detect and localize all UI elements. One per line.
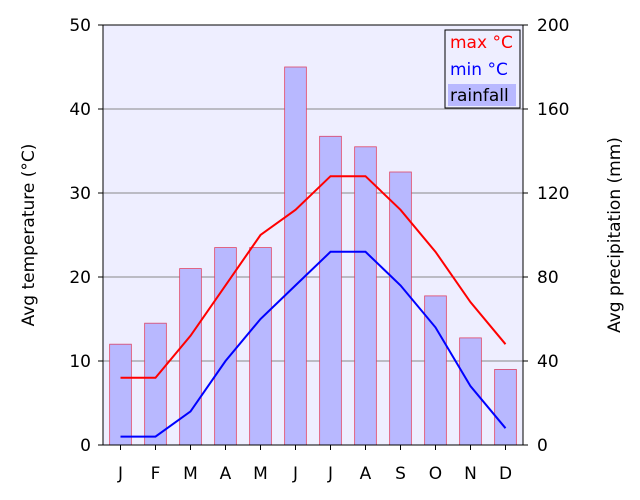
legend-rainfall: rainfall	[450, 86, 509, 106]
right-axis-title: Avg precipitation (mm)	[605, 137, 625, 333]
plot-frame	[102, 24, 524, 446]
x-tick-label: O	[429, 464, 442, 484]
left-tick-label: 40	[69, 100, 91, 120]
rainfall-bar	[494, 368, 517, 446]
right-axis-ticks: 0 40 80 120 160 200	[523, 16, 569, 456]
rainfall-bar	[284, 66, 307, 446]
left-tick-label: 10	[69, 352, 91, 372]
left-tick-label: 30	[69, 184, 91, 204]
x-tick-label: M	[253, 464, 268, 484]
right-tick-label: 40	[537, 352, 559, 372]
left-tick-label: 0	[80, 436, 91, 456]
x-tick-label: S	[395, 464, 406, 484]
right-tick-label: 120	[537, 184, 569, 204]
rainfall-bar	[179, 268, 202, 446]
x-tick-label: F	[151, 464, 161, 484]
rainfall-bar	[214, 247, 237, 446]
left-axis-ticks: 0 10 20 30 40 50	[69, 16, 103, 456]
x-tick-label: J	[117, 464, 123, 484]
x-tick-label: N	[464, 464, 477, 484]
x-tick-label: M	[183, 464, 198, 484]
temperature-lines	[120, 175, 507, 438]
x-tick-label: J	[327, 464, 333, 484]
left-tick-label: 20	[69, 268, 91, 288]
rainfall-bar	[109, 343, 132, 446]
rainfall-bar	[459, 337, 482, 446]
rainfall-bar	[389, 171, 412, 446]
legend-max: max °C	[450, 33, 513, 53]
rainfall-bar	[144, 322, 167, 446]
left-axis-title: Avg temperature (°C)	[19, 144, 39, 327]
legend: max °C min °C rainfall	[444, 29, 521, 109]
rainfall-bars	[109, 66, 517, 446]
x-tick-label: A	[360, 464, 372, 484]
x-tick-label: A	[220, 464, 232, 484]
rainfall-bar	[354, 146, 377, 446]
rainfall-bar	[249, 247, 272, 446]
x-tick-label: D	[499, 464, 512, 484]
right-tick-label: 0	[537, 436, 548, 456]
series-line	[120, 175, 507, 379]
x-tick-label: J	[292, 464, 298, 484]
series-line	[120, 250, 507, 438]
right-tick-label: 200	[537, 16, 569, 36]
right-tick-label: 80	[537, 268, 559, 288]
legend-min: min °C	[450, 60, 508, 80]
legend-rainfall-swatch	[448, 84, 516, 106]
right-tick-label: 160	[537, 100, 569, 120]
left-tick-label: 50	[69, 16, 91, 36]
